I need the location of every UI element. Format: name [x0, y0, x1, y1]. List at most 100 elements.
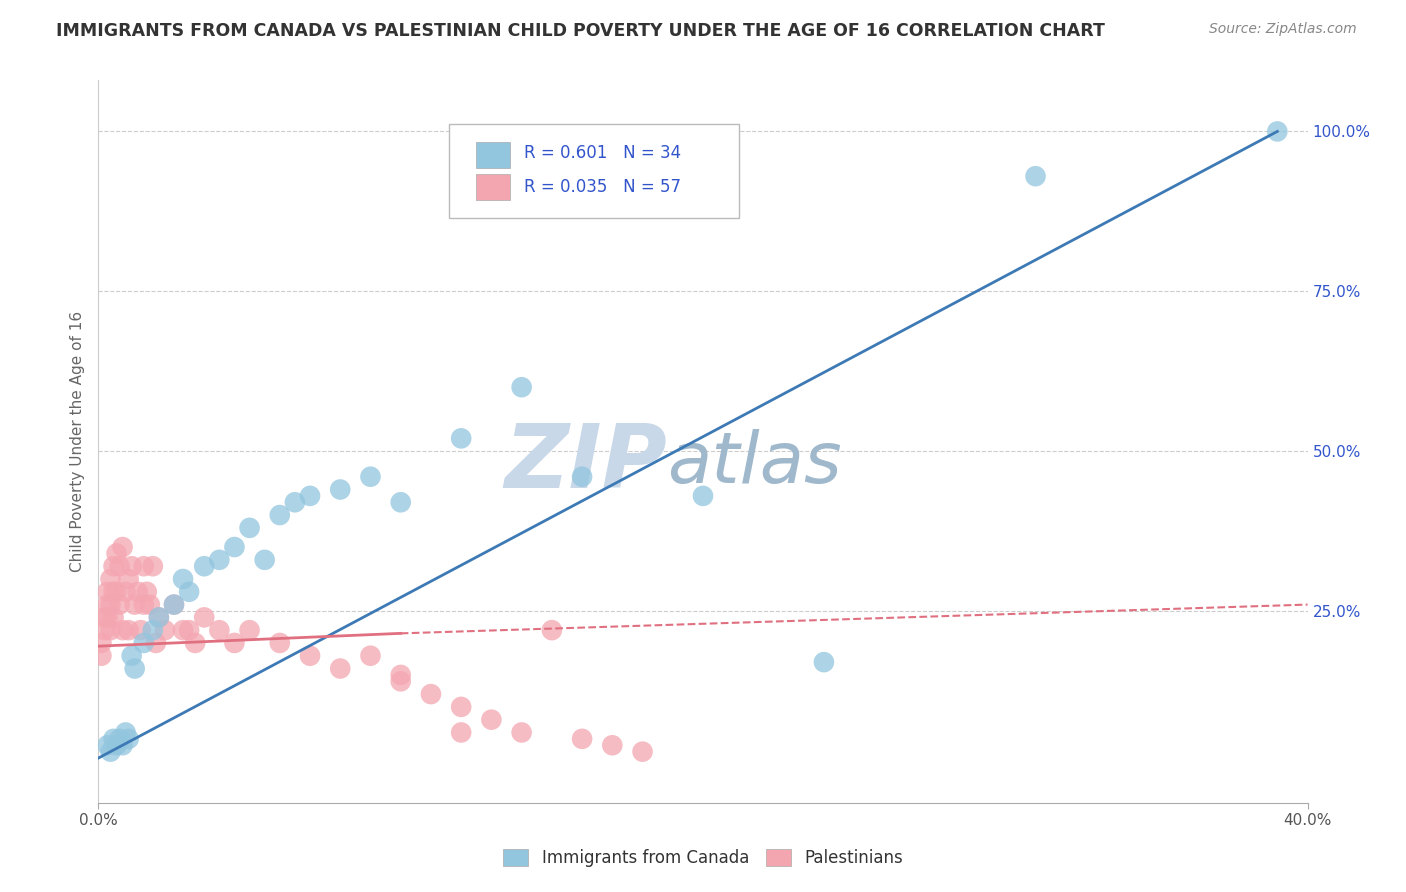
Point — [193, 610, 215, 624]
Point — [121, 559, 143, 574]
Point — [129, 623, 152, 637]
Point — [124, 661, 146, 675]
Text: R = 0.035   N = 57: R = 0.035 N = 57 — [524, 178, 681, 196]
Point — [299, 489, 322, 503]
Point — [93, 623, 115, 637]
Point — [96, 598, 118, 612]
Point — [108, 731, 131, 746]
Point — [163, 598, 186, 612]
Point — [96, 584, 118, 599]
Point — [121, 648, 143, 663]
Point — [135, 584, 157, 599]
Point — [111, 623, 134, 637]
Point — [813, 655, 835, 669]
Point — [179, 584, 201, 599]
Point — [269, 636, 291, 650]
Point — [124, 598, 146, 612]
Point — [179, 623, 201, 637]
Point — [184, 636, 207, 650]
Point — [96, 610, 118, 624]
Point — [602, 738, 624, 752]
Point — [142, 559, 165, 574]
Point — [329, 661, 352, 675]
Text: R = 0.601   N = 34: R = 0.601 N = 34 — [524, 145, 681, 162]
Point — [103, 559, 125, 574]
Point — [114, 725, 136, 739]
Point — [103, 731, 125, 746]
Text: Source: ZipAtlas.com: Source: ZipAtlas.com — [1209, 22, 1357, 37]
Point — [329, 483, 352, 497]
Point — [105, 584, 128, 599]
Point — [108, 598, 131, 612]
FancyBboxPatch shape — [475, 174, 509, 200]
Point — [132, 598, 155, 612]
Point — [389, 674, 412, 689]
Point — [90, 648, 112, 663]
Point — [148, 610, 170, 624]
Point — [132, 636, 155, 650]
Point — [269, 508, 291, 522]
Point — [100, 623, 122, 637]
Point — [253, 553, 276, 567]
Point — [389, 495, 412, 509]
Point — [163, 598, 186, 612]
Point — [224, 636, 246, 650]
Legend: Immigrants from Canada, Palestinians: Immigrants from Canada, Palestinians — [503, 848, 903, 867]
Point — [239, 623, 262, 637]
Point — [571, 731, 593, 746]
Point — [193, 559, 215, 574]
Point — [103, 610, 125, 624]
Point — [284, 495, 307, 509]
Point — [172, 572, 194, 586]
FancyBboxPatch shape — [475, 143, 509, 169]
Point — [118, 623, 141, 637]
Point — [450, 725, 472, 739]
Point — [389, 668, 412, 682]
Point — [1267, 124, 1289, 138]
Point — [100, 745, 122, 759]
Point — [145, 636, 167, 650]
Point — [420, 687, 443, 701]
Point — [111, 540, 134, 554]
Point — [481, 713, 503, 727]
Text: IMMIGRANTS FROM CANADA VS PALESTINIAN CHILD POVERTY UNDER THE AGE OF 16 CORRELAT: IMMIGRANTS FROM CANADA VS PALESTINIAN CH… — [56, 22, 1105, 40]
FancyBboxPatch shape — [449, 124, 740, 218]
Point — [510, 380, 533, 394]
Point — [540, 623, 562, 637]
Point — [153, 623, 176, 637]
Text: atlas: atlas — [666, 429, 841, 498]
Point — [93, 610, 115, 624]
Point — [360, 648, 382, 663]
Point — [692, 489, 714, 503]
Text: ZIP: ZIP — [503, 420, 666, 507]
Point — [96, 738, 118, 752]
Point — [224, 540, 246, 554]
Point — [108, 559, 131, 574]
Point — [127, 584, 149, 599]
Point — [105, 738, 128, 752]
Y-axis label: Child Poverty Under the Age of 16: Child Poverty Under the Age of 16 — [69, 311, 84, 572]
Point — [1024, 169, 1046, 184]
Point — [571, 469, 593, 483]
Point — [510, 725, 533, 739]
Point — [118, 572, 141, 586]
Point — [114, 584, 136, 599]
Point — [148, 610, 170, 624]
Point — [90, 636, 112, 650]
Point — [105, 546, 128, 560]
Point — [208, 553, 231, 567]
Point — [172, 623, 194, 637]
Point — [631, 745, 654, 759]
Point — [139, 598, 162, 612]
Point — [118, 731, 141, 746]
Point — [299, 648, 322, 663]
Point — [103, 584, 125, 599]
Point — [100, 572, 122, 586]
Point — [239, 521, 262, 535]
Point — [111, 738, 134, 752]
Point — [360, 469, 382, 483]
Point — [450, 431, 472, 445]
Point — [450, 699, 472, 714]
Point — [132, 559, 155, 574]
Point — [208, 623, 231, 637]
